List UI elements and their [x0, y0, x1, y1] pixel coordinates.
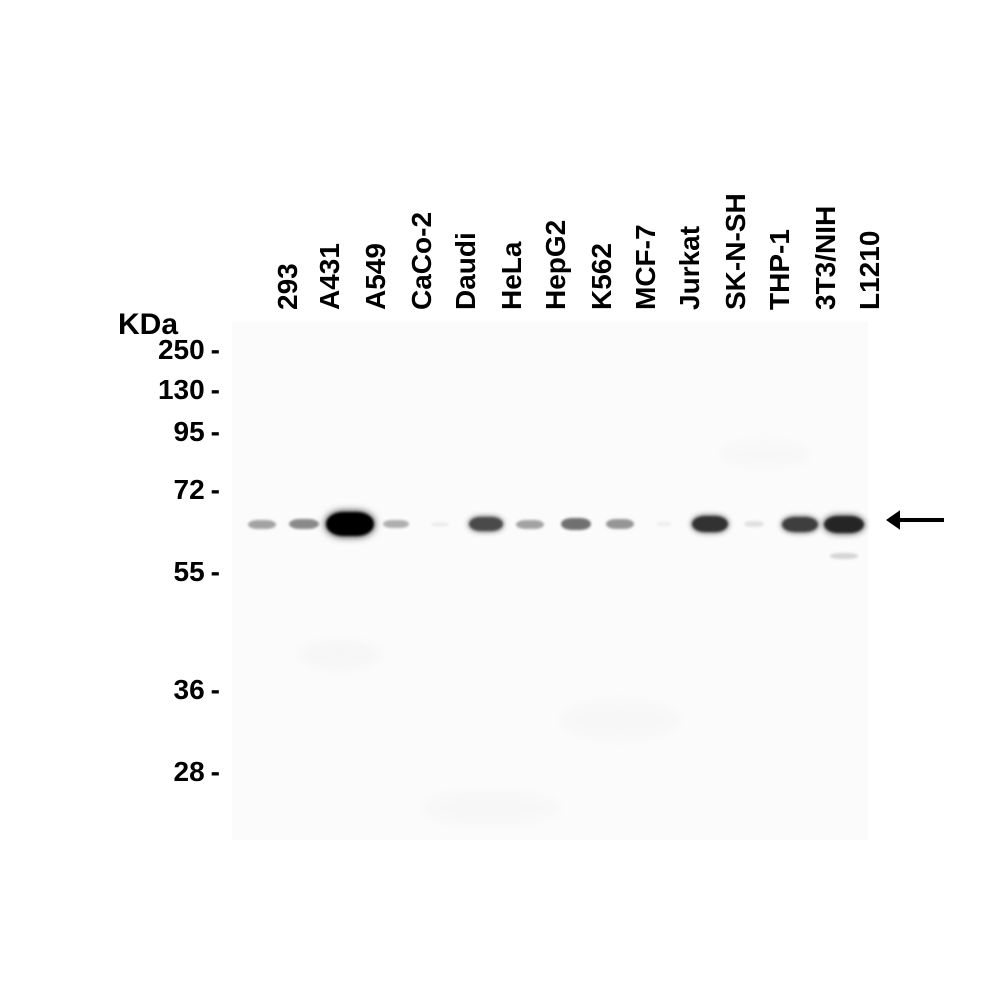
mw-marker: 95- — [174, 416, 220, 448]
mw-marker-label: 72 — [174, 474, 205, 505]
protein-band — [326, 512, 374, 536]
mw-marker-dash: - — [211, 374, 220, 406]
mw-marker-dash: - — [211, 756, 220, 788]
mw-marker-dash: - — [211, 474, 220, 506]
lane-label: CaCo-2 — [406, 212, 438, 310]
protein-band — [830, 553, 858, 559]
mw-marker: 36- — [174, 674, 220, 706]
lane-label: 3T3/NIH — [810, 206, 842, 310]
protein-band — [431, 522, 449, 527]
mw-marker: 28- — [174, 756, 220, 788]
protein-band — [656, 522, 672, 526]
protein-band — [692, 516, 728, 532]
protein-band — [606, 519, 634, 529]
protein-band — [289, 519, 319, 529]
lane-label: Daudi — [450, 232, 482, 310]
lane-label: A549 — [360, 243, 392, 310]
mw-marker: 130- — [158, 374, 220, 406]
mw-marker: 250- — [158, 334, 220, 366]
film-smudge — [720, 440, 810, 468]
protein-band — [383, 520, 409, 528]
mw-marker-label: 250 — [158, 334, 205, 365]
film-smudge — [560, 700, 680, 740]
lane-label: SK-N-SH — [720, 193, 752, 310]
film-smudge — [420, 790, 560, 826]
mw-marker-label: 28 — [174, 756, 205, 787]
western-blot-figure: KDa 250-130-95-72-55-36-28- 293A431A549C… — [0, 0, 1000, 1000]
mw-marker-dash: - — [211, 556, 220, 588]
lane-label: Jurkat — [674, 226, 706, 310]
lane-label: HeLa — [496, 242, 528, 310]
protein-band — [561, 518, 591, 530]
protein-band — [516, 520, 544, 529]
lane-label: 293 — [272, 263, 304, 310]
lane-label: K562 — [586, 243, 618, 310]
mw-marker-dash: - — [211, 334, 220, 366]
mw-marker: 55- — [174, 556, 220, 588]
protein-band — [469, 517, 503, 531]
protein-band — [248, 520, 276, 529]
lane-label: A431 — [314, 243, 346, 310]
mw-marker-label: 95 — [174, 416, 205, 447]
protein-band — [824, 516, 864, 533]
protein-band — [744, 521, 764, 527]
mw-marker-dash: - — [211, 674, 220, 706]
target-band-arrow-icon — [884, 502, 946, 538]
mw-marker: 72- — [174, 474, 220, 506]
blot-membrane — [232, 322, 868, 840]
lane-label: L1210 — [854, 231, 886, 310]
mw-marker-dash: - — [211, 416, 220, 448]
lane-label: HepG2 — [540, 220, 572, 310]
mw-marker-label: 55 — [174, 556, 205, 587]
lane-label: THP-1 — [764, 229, 796, 310]
mw-marker-label: 36 — [174, 674, 205, 705]
lane-label: MCF-7 — [630, 224, 662, 310]
mw-marker-label: 130 — [158, 374, 205, 405]
film-smudge — [300, 640, 380, 670]
protein-band — [782, 517, 818, 532]
